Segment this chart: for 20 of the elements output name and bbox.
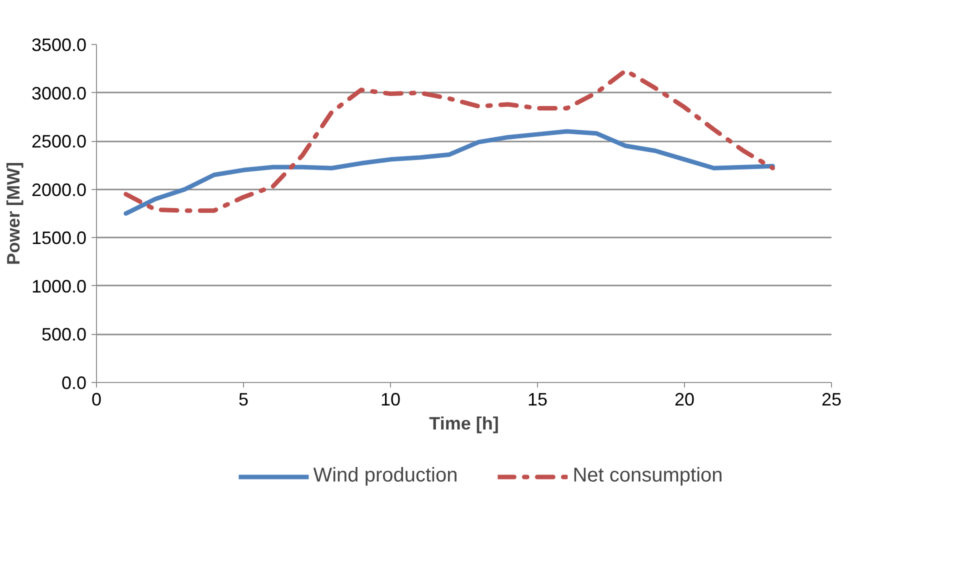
y-tick-label: 1500.0 (31, 228, 87, 248)
x-tick-label: 10 (380, 390, 401, 410)
line-series (124, 68, 775, 213)
legend-label: Net consumption (572, 464, 723, 488)
y-tick-label: 1000.0 (31, 276, 87, 296)
y-tick-label: 2000.0 (31, 180, 87, 200)
line-series (124, 129, 775, 216)
y-tick-label: 3500.0 (31, 35, 87, 55)
y-axis-title: Power [MW] (3, 162, 24, 265)
x-tick-label: 25 (821, 390, 842, 410)
x-tick-label: 0 (91, 390, 102, 410)
x-tick-label: 15 (527, 390, 548, 410)
x-axis-title: Time [h] (429, 414, 499, 434)
legend-label: Wind production (313, 464, 458, 488)
y-tick-label: 3000.0 (31, 83, 87, 104)
x-tick-label: 5 (238, 390, 249, 410)
x-tick-label: 20 (674, 390, 695, 410)
y-tick-label: 2500.0 (31, 132, 87, 152)
y-tick-label: 500.0 (41, 324, 87, 345)
y-tick-label: 0.0 (61, 373, 87, 393)
